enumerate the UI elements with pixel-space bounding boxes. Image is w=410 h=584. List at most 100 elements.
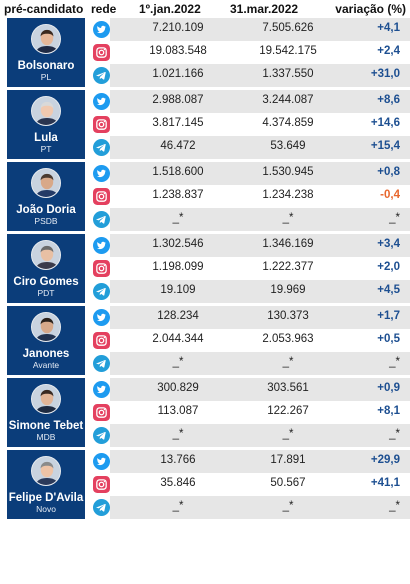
table-row: 1.518.600 1.530.945 +0,8 — [88, 162, 410, 185]
value-jan: _* — [172, 428, 184, 440]
avatar — [31, 96, 61, 126]
value-mar: 3.244.087 — [262, 94, 314, 106]
telegram-icon — [93, 355, 110, 372]
table-row: _* _* _* — [88, 496, 410, 519]
value-change: +4,5 — [377, 284, 400, 296]
candidate-cell-felipe-d-avila: Felipe D'Avila Novo — [7, 450, 85, 519]
value-mar: 1.530.945 — [262, 166, 314, 178]
table-row: 7.210.109 7.505.626 +4,1 — [88, 18, 410, 41]
value-mar: 122.267 — [267, 405, 309, 417]
candidate-cell-bolsonaro: Bolsonaro PL — [7, 18, 85, 87]
table-row: 35.846 50.567 +41,1 — [88, 473, 410, 496]
avatar — [31, 240, 61, 270]
value-mar: 2.053.963 — [262, 333, 314, 345]
value-mar: 130.373 — [267, 310, 309, 322]
table-row: 13.766 17.891 +29,9 — [88, 450, 410, 473]
candidate-party: PDT — [37, 288, 55, 298]
value-jan: 3.817.145 — [152, 117, 204, 129]
value-mar: 1.337.550 — [262, 68, 314, 80]
value-jan: 2.044.344 — [152, 333, 204, 345]
header-change: variação (%) — [335, 2, 406, 16]
table-row: 19.083.548 19.542.175 +2,4 — [88, 41, 410, 64]
value-mar: 50.567 — [270, 477, 306, 489]
value-change: +0,5 — [377, 333, 400, 345]
header-mar: 31.mar.2022 — [230, 2, 299, 16]
table-row: 2.044.344 2.053.963 +0,5 — [88, 329, 410, 352]
table-row: 1.238.837 1.234.238 -0,4 — [88, 185, 410, 208]
instagram-icon — [93, 476, 110, 493]
value-change: +3,4 — [377, 238, 400, 250]
candidate-name: Bolsonaro — [17, 60, 75, 72]
table-row: _* _* _* — [88, 424, 410, 447]
table-row: 2.988.087 3.244.087 +8,6 — [88, 90, 410, 113]
value-mar: 1.234.238 — [262, 189, 314, 201]
value-mar: _* — [282, 356, 294, 368]
telegram-icon — [93, 499, 110, 516]
candidate-name: Simone Tebet — [8, 420, 84, 432]
twitter-icon — [93, 381, 110, 398]
value-change: +4,1 — [377, 22, 400, 34]
candidate-name: Janones — [22, 348, 70, 360]
value-change: +41,1 — [370, 477, 400, 489]
table-row: 1.198.099 1.222.377 +2,0 — [88, 257, 410, 280]
table-header: pré-candidato rede 1º.jan.2022 31.mar.20… — [0, 0, 410, 18]
table-row: 128.234 130.373 +1,7 — [88, 306, 410, 329]
telegram-icon — [93, 283, 110, 300]
table-row: _* _* _* — [88, 208, 410, 231]
twitter-icon — [93, 237, 110, 254]
value-jan: 1.238.837 — [152, 189, 204, 201]
value-mar: _* — [282, 212, 294, 224]
value-change: _* — [389, 356, 400, 368]
value-change: +29,9 — [370, 454, 400, 466]
table-row: _* _* _* — [88, 352, 410, 375]
table-row: 300.829 303.561 +0,9 — [88, 378, 410, 401]
value-change: +15,4 — [370, 140, 400, 152]
value-mar: 303.561 — [267, 382, 309, 394]
value-mar: 17.891 — [270, 454, 306, 466]
candidate-party: MDB — [36, 432, 56, 442]
value-jan: 46.472 — [160, 140, 196, 152]
value-mar: 1.346.169 — [262, 238, 314, 250]
twitter-icon — [93, 93, 110, 110]
value-change: _* — [389, 212, 400, 224]
value-jan: 128.234 — [157, 310, 199, 322]
instagram-icon — [93, 44, 110, 61]
table-row: 1.021.166 1.337.550 +31,0 — [88, 64, 410, 87]
value-mar: 53.649 — [270, 140, 306, 152]
candidate-name: Felipe D'Avila — [8, 492, 84, 504]
value-jan: 1.518.600 — [152, 166, 204, 178]
value-jan: _* — [172, 212, 184, 224]
table-row: 113.087 122.267 +8,1 — [88, 401, 410, 424]
value-jan: _* — [172, 500, 184, 512]
value-jan: 1.302.546 — [152, 238, 204, 250]
candidate-party: PL — [40, 72, 52, 82]
candidate-cell-simone-tebet: Simone Tebet MDB — [7, 378, 85, 447]
value-change: +0,9 — [377, 382, 400, 394]
value-change: +8,1 — [377, 405, 400, 417]
twitter-icon — [93, 453, 110, 470]
value-change: _* — [389, 500, 400, 512]
candidate-cell-janones: Janones Avante — [7, 306, 85, 375]
value-change: +8,6 — [377, 94, 400, 106]
candidate-name: Lula — [34, 132, 58, 144]
instagram-icon — [93, 404, 110, 421]
header-candidate: pré-candidato — [4, 2, 84, 16]
avatar — [31, 456, 61, 486]
value-mar: _* — [282, 428, 294, 440]
table-row: 1.302.546 1.346.169 +3,4 — [88, 234, 410, 257]
value-mar: _* — [282, 500, 294, 512]
value-jan: 13.766 — [160, 454, 196, 466]
twitter-icon — [93, 309, 110, 326]
value-mar: 4.374.859 — [262, 117, 314, 129]
value-mar: 7.505.626 — [262, 22, 314, 34]
instagram-icon — [93, 188, 110, 205]
twitter-icon — [93, 165, 110, 182]
value-change: _* — [389, 428, 400, 440]
value-change: +31,0 — [370, 68, 400, 80]
value-jan: 35.846 — [160, 477, 196, 489]
telegram-icon — [93, 139, 110, 156]
value-change: +14,6 — [370, 117, 400, 129]
table-row: 19.109 19.969 +4,5 — [88, 280, 410, 303]
value-change: -0,4 — [380, 189, 400, 201]
value-change: +1,7 — [377, 310, 400, 322]
